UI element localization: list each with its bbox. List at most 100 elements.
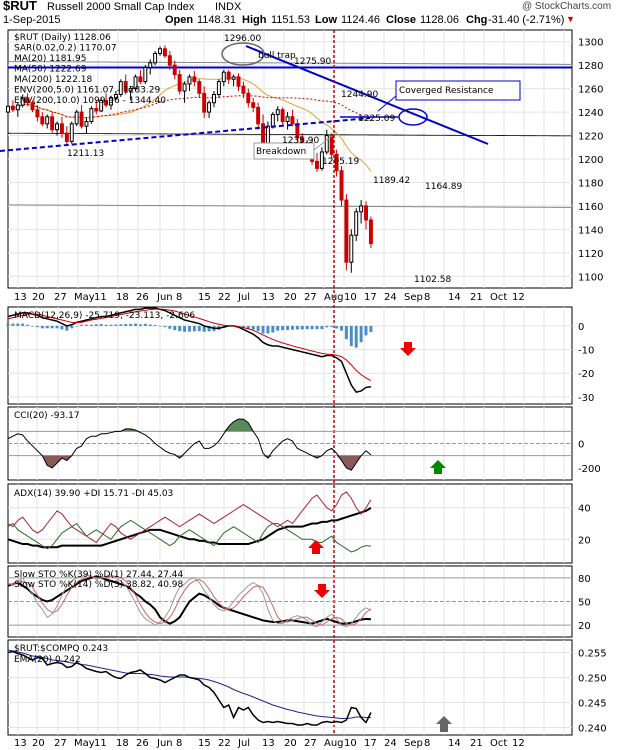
macd-histogram-bar: [256, 325, 260, 332]
symbol: $RUT: [3, 0, 37, 13]
candle-body: [221, 71, 226, 83]
y-tick-label: -20: [578, 369, 594, 380]
price-annotation: 1235.90: [282, 136, 319, 146]
candle-body: [251, 102, 256, 108]
x-tick-label-top: 8: [424, 292, 430, 303]
x-tick-label-bottom: 13: [14, 738, 27, 749]
candle-body: [226, 71, 231, 80]
macd-histogram-bar: [276, 325, 280, 331]
x-tick-label-bottom: May: [74, 738, 95, 749]
price-annotation: 1244.90: [341, 90, 378, 100]
candle-body: [202, 92, 207, 113]
y-tick-label: 1120: [578, 249, 603, 260]
price-annotation: 1225.09: [358, 114, 395, 124]
x-tick-label-bottom: 10: [344, 738, 357, 749]
x-tick-label-bottom: 18: [116, 738, 129, 749]
x-tick-label-top: 11: [94, 292, 107, 303]
candle-body: [192, 76, 197, 83]
candle-body: [207, 102, 212, 113]
candle-body: [231, 76, 236, 80]
price-annotation: bull trap: [258, 51, 296, 61]
x-tick-label-bottom: Jun: [156, 738, 173, 749]
watermark: @ StockCharts.com: [522, 1, 612, 12]
x-tick-label-bottom: 27: [304, 738, 317, 749]
x-tick-label-bottom: 20: [32, 738, 45, 749]
candle-body: [241, 85, 246, 94]
candle-body: [79, 111, 84, 127]
down-arrow-icon: ▼: [566, 14, 575, 24]
macd-histogram-bar: [207, 325, 211, 332]
candle-body: [256, 106, 261, 125]
resistance-circle: [398, 108, 428, 126]
macd-histogram-bar: [178, 325, 182, 332]
price-annotation: 1102.58: [414, 275, 451, 285]
macd-histogram-bar: [158, 325, 162, 327]
macd-down-arrow: [400, 342, 416, 356]
candle-body: [45, 116, 50, 125]
y-tick-label: 0.240: [578, 724, 607, 735]
y-tick-label: 1280: [578, 61, 603, 72]
y-tick-label: 1300: [578, 38, 603, 49]
open-label: Open: [165, 14, 194, 26]
candle-body: [339, 170, 344, 201]
macd-histogram-bar: [153, 324, 157, 326]
price-annotation: 1189.42: [373, 176, 410, 186]
x-tick-label-top: 20: [284, 292, 297, 303]
macd-histogram-bar: [281, 325, 285, 331]
x-tick-label-bottom: 27: [54, 738, 67, 749]
macd-histogram-bar: [330, 325, 334, 327]
adx-title: ADX(14) 39.90 +DI 15.71 -DI 45.03: [14, 489, 173, 499]
candle-body: [64, 132, 69, 142]
candle-body: [6, 105, 10, 113]
y-tick-label: 1260: [578, 85, 603, 96]
candle-body: [20, 97, 25, 106]
macd-histogram-bar: [80, 324, 84, 326]
cci-title: CCI(20) -93.17: [14, 411, 80, 421]
y-tick-label: 0.255: [578, 649, 607, 660]
candle-body: [123, 81, 128, 92]
y-tick-label: 0: [578, 440, 584, 451]
envelope-lower: [7, 204, 573, 208]
chg-value: -31.40 (-2.71%): [488, 14, 565, 26]
y-tick-label: 1200: [578, 155, 603, 166]
macd-histogram-bar: [251, 325, 255, 330]
candle-body: [89, 108, 94, 122]
macd-histogram-bar: [138, 324, 142, 326]
x-tick-label-top: 10: [344, 292, 357, 303]
candle-body: [84, 120, 89, 127]
macd-histogram-bar: [70, 325, 74, 329]
candle-body: [55, 123, 60, 131]
candle-body: [280, 109, 285, 122]
y-tick-label: 20: [578, 621, 591, 632]
macd-histogram-bar: [40, 325, 44, 329]
macd-histogram-bar: [21, 323, 25, 326]
candle-body: [368, 219, 373, 244]
y-tick-label: 1140: [578, 225, 603, 236]
y-tick-label: 50: [578, 598, 591, 609]
adx-series-line: [7, 491, 372, 544]
chg-label: Chg: [466, 14, 488, 26]
macd-histogram-bar: [31, 325, 34, 327]
panel-frame-ratio: [7, 639, 573, 736]
macd-histogram-bar: [119, 324, 123, 326]
y-tick-label: -200: [578, 464, 601, 475]
sto-title: Slow STO %K(39) %D(1) 27.44, 27.44: [14, 570, 184, 580]
candle-body: [197, 81, 202, 94]
macd-histogram-bar: [197, 325, 201, 332]
macd-histogram-bar: [109, 324, 113, 326]
x-tick-label-bottom: 22: [218, 738, 231, 749]
macd-histogram-bar: [290, 325, 294, 330]
candle-body: [94, 108, 99, 112]
candle-body: [364, 205, 368, 221]
candle-body: [25, 97, 30, 104]
candle-body: [359, 205, 364, 213]
x-tick-label-top: 21: [470, 292, 483, 303]
macd-histogram-bar: [75, 325, 79, 327]
price-annotation: 1205.19: [322, 157, 359, 167]
x-tick-label-bottom: 21: [470, 738, 483, 749]
ratio-title: $RUT:$COMPQ 0.243: [14, 644, 108, 654]
candle-body: [133, 76, 138, 90]
candle-body: [212, 94, 216, 104]
candle-body: [275, 109, 280, 115]
candle-body: [167, 55, 172, 66]
